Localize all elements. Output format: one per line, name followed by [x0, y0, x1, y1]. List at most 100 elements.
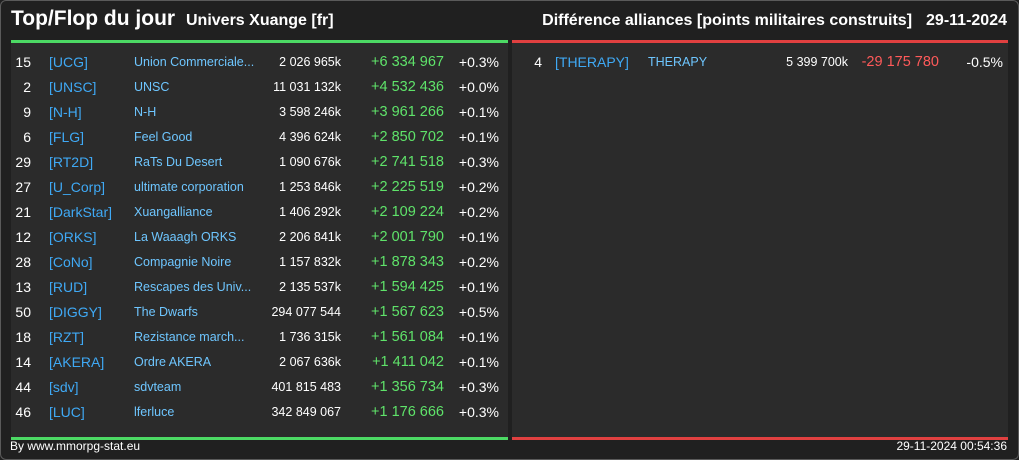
points-difference: +1 176 666	[371, 404, 444, 420]
alliance-points: 2 135 537k	[279, 280, 341, 294]
alliance-rank: 9	[23, 104, 31, 120]
percent-change: +0.3%	[458, 379, 499, 395]
alliance-rank: 44	[15, 379, 31, 395]
alliance-rank: 46	[15, 404, 31, 420]
alliance-tag-link[interactable]: [CoNo]	[49, 254, 93, 270]
points-difference: +1 411 042	[372, 354, 444, 370]
alliance-name-link[interactable]: lferluce	[134, 405, 175, 419]
alliance-points: 2 206 841k	[279, 230, 341, 244]
percent-change: +0.3%	[458, 54, 499, 70]
alliance-name-link[interactable]: THERAPY	[648, 55, 708, 69]
percent-change: +0.2%	[458, 204, 499, 220]
alliance-tag-link[interactable]: [RZT]	[49, 329, 84, 345]
alliance-name-link[interactable]: The Dwarfs	[134, 305, 198, 319]
alliance-name-link[interactable]: RaTs Du Desert	[134, 155, 223, 169]
percent-change: +0.1%	[458, 354, 499, 370]
points-difference: +1 567 623	[371, 304, 444, 320]
percent-change: +0.2%	[458, 179, 499, 195]
alliance-name-link[interactable]: La Waaagh ORKS	[134, 230, 237, 244]
alliance-rank: 2	[23, 79, 31, 95]
alliance-tag-link[interactable]: [DarkStar]	[49, 204, 113, 220]
alliance-tag-link[interactable]: [LUC]	[49, 404, 85, 420]
page-title: Top/Flop du jour	[11, 7, 176, 30]
flop-panel: 4 [THERAPY] THERAPY 5 399 700k -29 175 780 -0…	[512, 40, 1008, 440]
percent-change: +0.1%	[458, 104, 499, 120]
percent-change: +0.2%	[458, 254, 499, 270]
top-row: 44 [sdv] sdvteam 401 815 483 +1 356 734 +0.3%	[11, 375, 508, 400]
alliance-points: 1 157 832k	[279, 255, 341, 269]
alliance-name-link[interactable]: Xuangalliance	[134, 205, 213, 219]
alliance-name-link[interactable]: Rescapes des Univ...	[134, 280, 252, 294]
top-row: 2 [UNSC] UNSC 11 031 132k +4 532 436 +0.0%	[11, 75, 508, 100]
alliance-tag-link[interactable]: [FLG]	[49, 129, 85, 145]
alliance-points: 5 399 700k	[786, 55, 848, 69]
alliance-tag-link[interactable]: [sdv]	[49, 379, 79, 395]
alliance-name-link[interactable]: Feel Good	[134, 130, 193, 144]
top-row: 50 [DIGGY] The Dwarfs 294 077 544 +1 567 623…	[11, 300, 508, 325]
alliance-tag-link[interactable]: [UCG]	[49, 54, 88, 70]
alliance-name-link[interactable]: sdvteam	[134, 380, 182, 394]
universe-label: Univers Xuange [fr]	[186, 12, 334, 29]
alliance-points: 2 026 965k	[279, 55, 341, 69]
alliance-tag-link[interactable]: [DIGGY]	[49, 304, 102, 320]
alliance-rank: 14	[15, 354, 31, 370]
points-difference: +2 109 224	[371, 204, 444, 220]
top-panel: 15 [UCG] Union Commerciale... 2 026 965k +6 …	[11, 40, 508, 440]
alliance-name-link[interactable]: Ordre AKERA	[134, 355, 212, 369]
alliance-points: 3 598 246k	[279, 105, 341, 119]
alliance-name-link[interactable]: N-H	[134, 105, 157, 119]
percent-change: +0.1%	[458, 229, 499, 245]
alliance-tag-link[interactable]: [UNSC]	[49, 79, 97, 95]
alliance-rank: 50	[15, 304, 31, 320]
percent-change: -0.5%	[966, 54, 1003, 70]
points-difference: +2 850 702	[371, 129, 444, 145]
top-row: 14 [AKERA] Ordre AKERA 2 067 636k +1 411 042…	[11, 350, 508, 375]
alliance-name-link[interactable]: Union Commerciale...	[134, 55, 255, 69]
alliance-tag-link[interactable]: [THERAPY]	[555, 54, 629, 70]
alliance-tag-link[interactable]: [ORKS]	[49, 229, 97, 245]
alliance-points: 1 090 676k	[279, 155, 341, 169]
points-difference: +3 961 266	[371, 104, 444, 120]
alliance-rank: 21	[15, 204, 31, 220]
alliance-rank: 28	[15, 254, 31, 270]
top-row: 46 [LUC] lferluce 342 849 067 +1 176 666 +0.3…	[11, 400, 508, 425]
alliance-tag-link[interactable]: [AKERA]	[49, 354, 105, 370]
alliance-rank: 18	[15, 329, 31, 345]
alliance-name-link[interactable]: Compagnie Noire	[134, 255, 232, 269]
header: Top/Flop du jour Univers Xuange [fr] Dif…	[0, 0, 1019, 40]
percent-change: +0.1%	[458, 279, 499, 295]
category-label: Différence alliances [points militaires …	[542, 12, 913, 29]
alliance-points: 401 815 483	[271, 380, 341, 394]
percent-change: +0.3%	[458, 154, 499, 170]
top-row: 21 [DarkStar] Xuangalliance 1 406 292k +2 10…	[11, 200, 508, 225]
footer-timestamp: 29-11-2024 00:54:36	[896, 439, 1007, 453]
points-difference: +2 741 518	[371, 154, 444, 170]
alliance-tag-link[interactable]: [RUD]	[49, 279, 88, 295]
flop-row: 4 [THERAPY] THERAPY 5 399 700k -29 175 780 -0…	[512, 50, 1008, 75]
alliance-tag-link[interactable]: [N-H]	[49, 104, 82, 120]
percent-change: +0.3%	[458, 404, 499, 420]
top-row: 13 [RUD] Rescapes des Univ... 2 135 537k +1 …	[11, 275, 508, 300]
points-difference: +2 001 790	[371, 229, 444, 245]
top-row: 9 [N-H] N-H 3 598 246k +3 961 266 +0.1%	[11, 100, 508, 125]
alliance-tag-link[interactable]: [U_Corp]	[49, 179, 106, 195]
alliance-name-link[interactable]: UNSC	[134, 80, 170, 94]
alliance-points: 2 067 636k	[279, 355, 341, 369]
alliance-points: 1 406 292k	[279, 205, 341, 219]
alliance-rank: 27	[15, 179, 31, 195]
alliance-rank: 4	[534, 54, 542, 70]
alliance-points: 4 396 624k	[279, 130, 341, 144]
header-right: Différence alliances [points militaires …	[542, 12, 1007, 30]
alliance-rank: 12	[15, 229, 31, 245]
alliance-name-link[interactable]: ultimate corporation	[134, 180, 244, 194]
alliance-points: 1 736 315k	[279, 330, 341, 344]
alliance-tag-link[interactable]: [RT2D]	[49, 154, 94, 170]
alliance-rank: 13	[15, 279, 31, 295]
alliance-name-link[interactable]: Rezistance march...	[134, 330, 245, 344]
alliance-rank: 15	[15, 54, 31, 70]
top-row: 12 [ORKS] La Waaagh ORKS 2 206 841k +2 001 7…	[11, 225, 508, 250]
percent-change: +0.0%	[458, 79, 499, 95]
points-difference: +1 594 425	[371, 279, 444, 295]
alliance-points: 294 077 544	[271, 305, 341, 319]
credit-link[interactable]: By www.mmorpg-stat.eu	[10, 439, 141, 453]
